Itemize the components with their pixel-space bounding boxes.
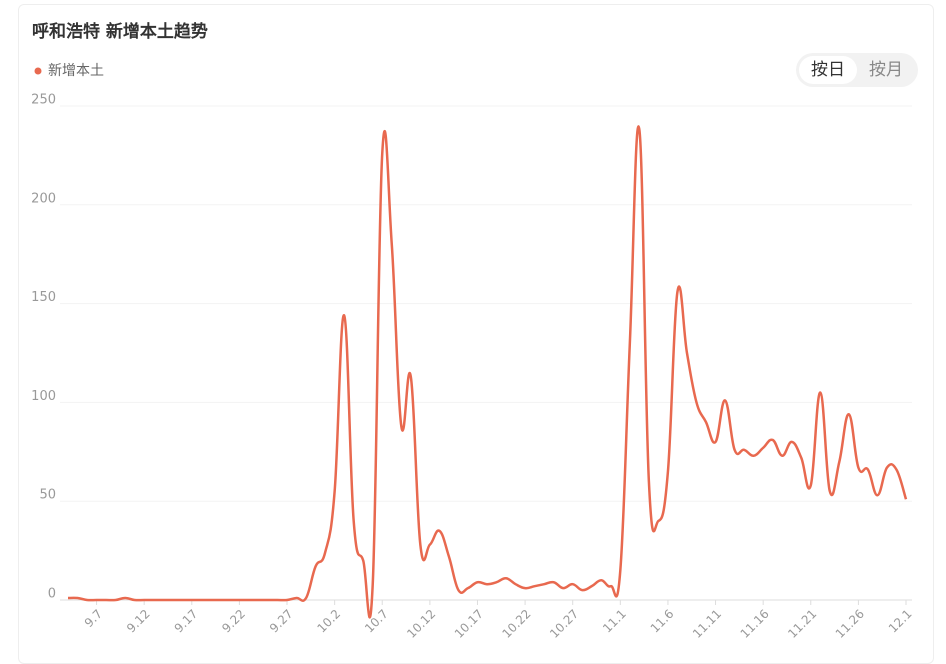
- toggle-day[interactable]: 按日: [799, 56, 857, 84]
- x-tick-label: 9.17: [172, 607, 201, 636]
- x-tick-label: 11.6: [648, 607, 677, 636]
- y-tick-label: 100: [31, 389, 56, 404]
- toggle-month[interactable]: 按月: [869, 60, 903, 80]
- x-tick-label: 11.21: [785, 607, 819, 641]
- x-tick-label: 9.22: [219, 607, 248, 636]
- x-tick-label: 11.1: [600, 607, 629, 636]
- x-tick-label: 9.7: [82, 607, 105, 630]
- x-tick-label: 11.26: [833, 607, 867, 641]
- x-tick-label: 10.7: [362, 607, 391, 636]
- y-tick-label: 50: [39, 488, 56, 503]
- x-tick-label: 10.12: [404, 607, 438, 641]
- x-tick-label: 9.12: [124, 607, 153, 636]
- line: [67, 125, 908, 619]
- y-tick-label: 0: [48, 587, 56, 602]
- x-tick-label: 9.27: [267, 607, 296, 636]
- x-tick-label: 10.2: [314, 607, 343, 636]
- y-tick-label: 200: [31, 191, 56, 206]
- x-tick-label: 12.1: [886, 607, 915, 636]
- x-tick-label: 10.17: [452, 607, 486, 641]
- x-tick-label: 10.22: [499, 607, 533, 641]
- x-tick-label: 10.27: [547, 607, 581, 641]
- y-tick-label: 250: [31, 93, 56, 108]
- y-tick-label: 150: [31, 290, 56, 305]
- legend-label: 新增本土: [48, 63, 104, 79]
- toggle-group: 按日 按月: [796, 53, 918, 87]
- legend-marker: [34, 67, 42, 75]
- x-tick-label: 11.11: [690, 607, 724, 641]
- x-tick-label: 11.16: [738, 607, 772, 641]
- chart-title: 呼和浩特 新增本土趋势: [32, 21, 208, 42]
